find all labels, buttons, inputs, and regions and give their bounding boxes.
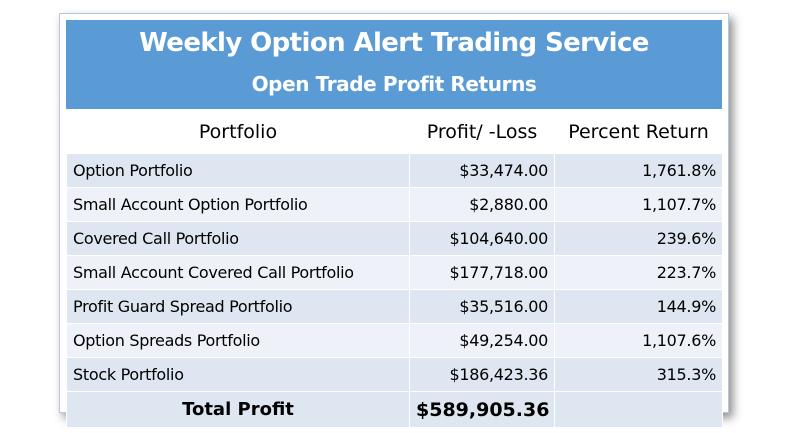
portfolio-cell: Profit Guard Spread Portfolio: [66, 289, 410, 324]
total-row: Total Profit $589,905.36: [66, 391, 723, 428]
returns-table: Portfolio Profit/ -Loss Percent Return O…: [66, 109, 723, 428]
profit-cell: $35,516.00: [409, 289, 555, 324]
percent-cell: 315.3%: [554, 357, 723, 392]
table-card: Weekly Option Alert Trading Service Open…: [59, 13, 729, 428]
table-header-banner: Weekly Option Alert Trading Service Open…: [66, 20, 722, 109]
page-title: Weekly Option Alert Trading Service: [139, 28, 649, 58]
total-profit: $589,905.36: [409, 391, 555, 428]
profit-cell: $104,640.00: [409, 221, 555, 256]
table-row: Option Spreads Portfolio $49,254.00 1,10…: [66, 323, 723, 358]
table-row: Stock Portfolio $186,423.36 315.3%: [66, 357, 723, 392]
portfolio-cell: Stock Portfolio: [66, 357, 410, 392]
profit-cell: $49,254.00: [409, 323, 555, 358]
percent-cell: 223.7%: [554, 255, 723, 290]
percent-cell: 1,761.8%: [554, 153, 723, 188]
total-percent: [554, 391, 723, 428]
portfolio-cell: Small Account Covered Call Portfolio: [66, 255, 410, 290]
portfolio-cell: Covered Call Portfolio: [66, 221, 410, 256]
profit-cell: $33,474.00: [409, 153, 555, 188]
portfolio-cell: Option Portfolio: [66, 153, 410, 188]
table-row: Small Account Option Portfolio $2,880.00…: [66, 187, 723, 222]
table-row: Profit Guard Spread Portfolio $35,516.00…: [66, 289, 723, 324]
profit-cell: $186,423.36: [409, 357, 555, 392]
page-subtitle: Open Trade Profit Returns: [251, 72, 537, 96]
table-row: Small Account Covered Call Portfolio $17…: [66, 255, 723, 290]
column-header-row: Portfolio Profit/ -Loss Percent Return: [66, 109, 723, 154]
table-row: Covered Call Portfolio $104,640.00 239.6…: [66, 221, 723, 256]
column-header-profit: Profit/ -Loss: [409, 109, 555, 154]
column-header-percent: Percent Return: [554, 109, 723, 154]
percent-cell: 144.9%: [554, 289, 723, 324]
total-label: Total Profit: [66, 391, 410, 428]
percent-cell: 1,107.7%: [554, 187, 723, 222]
profit-cell: $177,718.00: [409, 255, 555, 290]
portfolio-cell: Option Spreads Portfolio: [66, 323, 410, 358]
table-row: Option Portfolio $33,474.00 1,761.8%: [66, 153, 723, 188]
profit-cell: $2,880.00: [409, 187, 555, 222]
percent-cell: 239.6%: [554, 221, 723, 256]
percent-cell: 1,107.6%: [554, 323, 723, 358]
column-header-portfolio: Portfolio: [66, 109, 410, 154]
portfolio-cell: Small Account Option Portfolio: [66, 187, 410, 222]
